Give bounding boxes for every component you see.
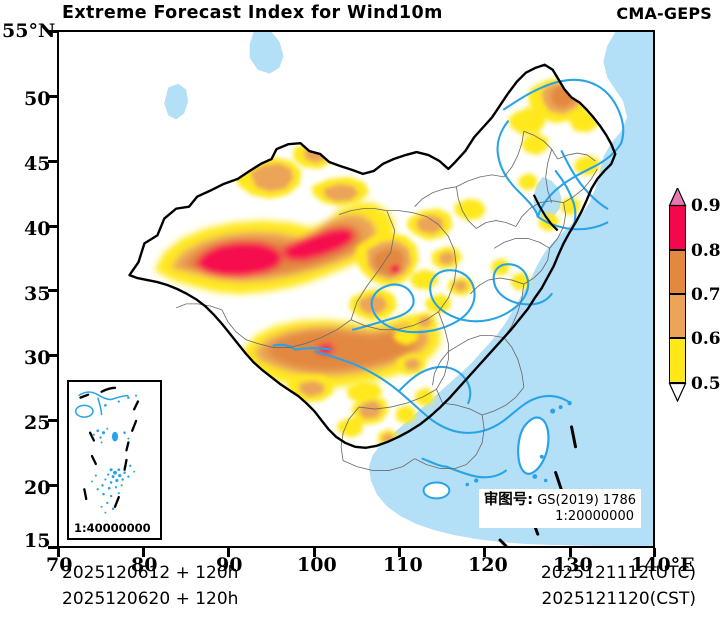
x-tick-mark [653, 548, 656, 557]
colorbar-tick-label: 0.8 [691, 241, 721, 261]
y-tick-mark [48, 484, 57, 487]
page-title: Extreme Forecast Index for Wind10m [62, 3, 443, 23]
footer-init-time-utc: 2025120612 + 120h [62, 563, 239, 583]
approval-label: 审图号: [483, 491, 534, 508]
island-coast-layer [517, 416, 550, 475]
x-tick-label: 120 [468, 554, 508, 576]
x-tick-label: 80 [131, 554, 158, 576]
y-axis-unit-label: 55°N [2, 20, 56, 42]
hainan-island [422, 481, 451, 500]
colorbar-tick-label: 0.6 [691, 329, 721, 349]
colorbar-tick-label: 0.9 [691, 196, 721, 216]
colorbar-segment-0.5-0.6 [669, 338, 686, 383]
colorbar-bottom-arrow-outline [668, 383, 687, 402]
x-tick-label: 100 [297, 554, 337, 576]
y-tick-mark [48, 546, 57, 549]
river-layer [272, 78, 625, 479]
x-tick-mark [227, 548, 230, 557]
south-china-sea-inset[interactable]: 1:40000000 [67, 380, 162, 540]
footer-init-time-cst: 2025120620 + 120h [62, 589, 239, 609]
x-tick-label: 70 [46, 554, 73, 576]
inset-map-svg [69, 382, 160, 538]
x-tick-mark [483, 548, 486, 557]
colorbar-top-arrow-outline [668, 188, 687, 207]
x-tick-mark [569, 548, 572, 557]
x-tick-mark [57, 548, 60, 557]
x-tick-label: 90 [216, 554, 243, 576]
colorbar-tick-label: 0.5 [691, 374, 721, 394]
approval-scale: 1:20000000 [555, 508, 634, 524]
y-tick-mark [48, 225, 57, 228]
approval-box: 审图号: GS(2019) 1786 1:20000000 [478, 488, 641, 528]
x-tick-label: 110 [383, 554, 423, 576]
model-label: CMA-GEPS [616, 4, 712, 23]
y-tick-mark [48, 419, 57, 422]
colorbar-segment-0.7-0.8 [669, 250, 686, 294]
y-tick-mark [48, 30, 57, 33]
colorbar-segment-0.6-0.7 [669, 294, 686, 338]
colorbar-bottom-arrow [669, 383, 685, 401]
x-tick-mark [398, 548, 401, 557]
y-tick-mark [48, 160, 57, 163]
y-tick-mark [48, 289, 57, 292]
national-border-layer [128, 63, 617, 449]
footer-valid-time-cst: 2025121120(CST) [541, 589, 696, 609]
y-tick-mark [48, 95, 57, 98]
x-tick-label: 130 [553, 554, 593, 576]
map-plot-area[interactable]: 1:40000000 审图号: GS(2019) 1786 1:20000000 [57, 30, 655, 548]
small-islands [465, 400, 572, 501]
province-border-layer [176, 130, 598, 472]
colorbar-tick-label: 0.7 [691, 285, 721, 305]
approval-number: GS(2019) 1786 [537, 492, 636, 508]
inset-scale-label: 1:40000000 [74, 521, 151, 535]
x-tick-mark [142, 548, 145, 557]
colorbar-top-arrow [669, 189, 685, 206]
colorbar-segment-0.8-0.9 [669, 205, 686, 250]
y-tick-mark [48, 354, 57, 357]
coastline-emphasis [532, 194, 559, 232]
x-tick-mark [313, 548, 316, 557]
x-axis-unit-label: 140°E [631, 554, 695, 576]
footer-valid-time-utc: 2025121112(UTC) [540, 563, 696, 583]
